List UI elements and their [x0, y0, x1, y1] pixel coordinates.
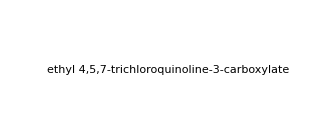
Text: ethyl 4,5,7-trichloroquinoline-3-carboxylate: ethyl 4,5,7-trichloroquinoline-3-carboxy…: [47, 65, 289, 75]
